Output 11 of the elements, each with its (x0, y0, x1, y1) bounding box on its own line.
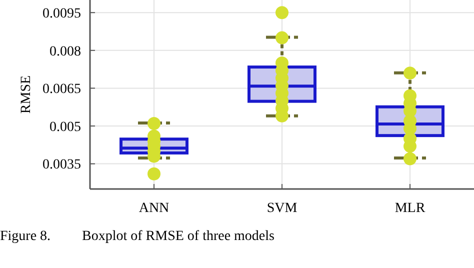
y-tick-label: 0.0095 (42, 6, 81, 22)
x-tick-label: MLR (394, 201, 426, 216)
y-tick-label: 0.0065 (42, 82, 81, 98)
x-tick-label: ANN (138, 201, 170, 216)
y-tick-label: 0.0035 (42, 158, 81, 173)
caption: Figure 8. (0, 229, 51, 244)
y-axis-title: RMSE (19, 75, 34, 114)
y-tick-label: 0.008 (50, 44, 81, 60)
text: Boxplot of RMSE of three models (82, 229, 274, 244)
x-tick-label: SVM (266, 201, 298, 216)
y-tick-label: 0.005 (50, 120, 81, 135)
